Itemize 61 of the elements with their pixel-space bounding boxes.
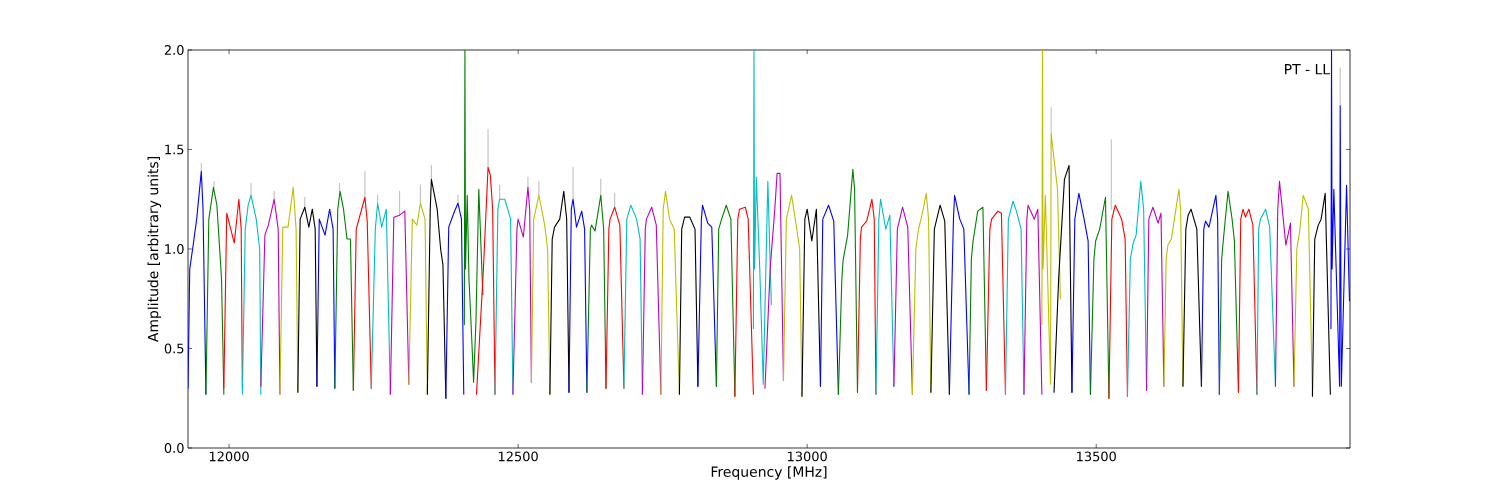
line-series bbox=[968, 206, 987, 395]
line-series bbox=[1126, 180, 1148, 397]
line-series bbox=[697, 204, 717, 387]
line-series bbox=[463, 50, 484, 383]
line-series bbox=[494, 198, 514, 395]
line-series bbox=[512, 186, 532, 395]
line-series bbox=[837, 168, 859, 395]
line-series bbox=[875, 198, 895, 395]
line-series bbox=[641, 206, 662, 395]
line-series bbox=[1311, 192, 1331, 397]
line-series bbox=[334, 190, 354, 391]
x-tick-label: 12500 bbox=[498, 451, 538, 462]
line-series bbox=[549, 190, 570, 395]
line-series bbox=[586, 194, 607, 393]
line-series bbox=[1274, 180, 1295, 387]
line-series bbox=[568, 198, 588, 393]
line-series bbox=[389, 210, 410, 395]
line-series bbox=[801, 208, 822, 397]
line-series bbox=[205, 186, 225, 395]
line-series bbox=[605, 206, 625, 389]
line-series bbox=[930, 204, 950, 395]
y-axis-title: Amplitude [arbitrary units] bbox=[147, 157, 162, 343]
line-series bbox=[1256, 208, 1276, 395]
line-series bbox=[734, 206, 754, 397]
x-tick-label: 13000 bbox=[787, 451, 827, 462]
line-series bbox=[1182, 208, 1202, 387]
annotation: PT - LL bbox=[1285, 64, 1330, 75]
line-series bbox=[752, 50, 772, 385]
y-tick-label: 0.0 bbox=[164, 443, 184, 453]
line-series bbox=[1218, 190, 1239, 395]
line-series bbox=[316, 208, 336, 389]
line-series bbox=[1108, 204, 1128, 399]
line-series bbox=[1237, 208, 1258, 395]
line-series bbox=[475, 166, 496, 395]
line-series bbox=[279, 186, 299, 395]
line-series bbox=[297, 206, 318, 393]
line-series bbox=[1053, 164, 1073, 393]
line-series bbox=[1163, 188, 1184, 387]
line-series bbox=[445, 202, 465, 399]
line-series bbox=[1145, 206, 1165, 391]
y-tick-label: 2.0 bbox=[164, 45, 184, 55]
line-series bbox=[678, 216, 699, 395]
line-series bbox=[1023, 204, 1043, 395]
x-axis-title: Frequency [MHz] bbox=[711, 466, 827, 480]
x-tick-label: 13500 bbox=[1077, 451, 1116, 462]
line-series bbox=[1041, 50, 1061, 385]
y-tick-label: 0.5 bbox=[164, 343, 184, 354]
line-series bbox=[948, 194, 970, 395]
line-series bbox=[764, 172, 785, 389]
line-series bbox=[856, 198, 877, 395]
line-series bbox=[660, 190, 680, 395]
line-series bbox=[223, 198, 243, 389]
line-series bbox=[1004, 200, 1025, 395]
line-series bbox=[911, 192, 932, 395]
line-series bbox=[352, 196, 372, 391]
line-series bbox=[241, 194, 262, 395]
line-series bbox=[1330, 50, 1350, 387]
y-tick-label: 1.5 bbox=[165, 144, 184, 155]
y-tick-label: 1.0 bbox=[165, 244, 184, 254]
line-series bbox=[1071, 192, 1091, 395]
x-tick-label: 12000 bbox=[209, 451, 249, 462]
